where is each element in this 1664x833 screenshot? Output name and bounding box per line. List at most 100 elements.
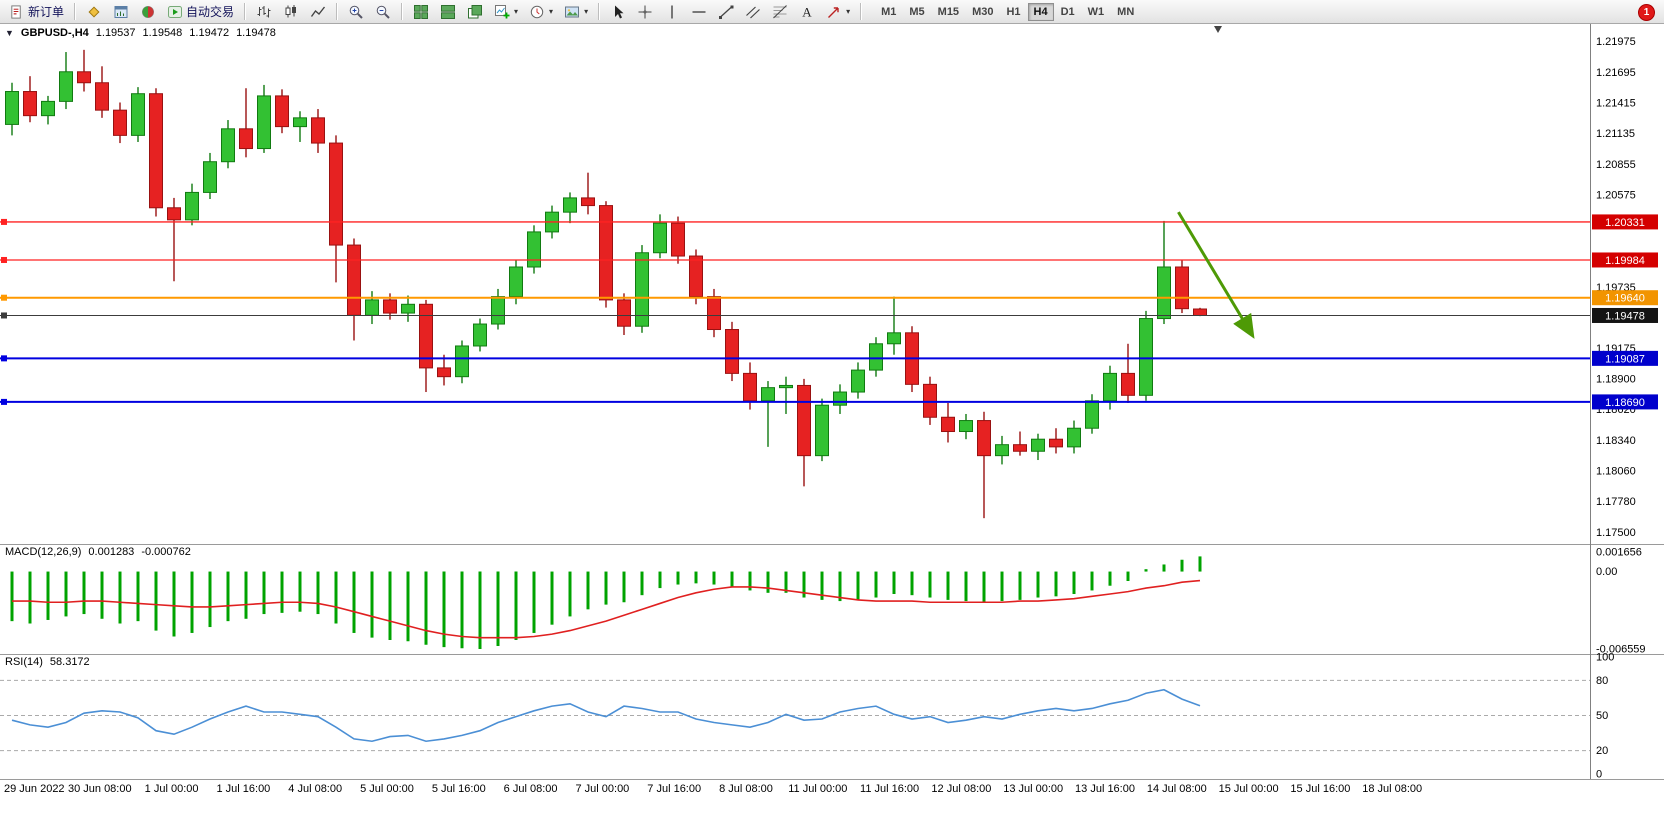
- candle-body: [131, 93, 145, 136]
- price-badge: [1592, 214, 1658, 230]
- chart-shift-marker[interactable]: [1214, 26, 1222, 33]
- trendline-button[interactable]: [713, 2, 738, 22]
- chevron-down-icon[interactable]: ▾: [549, 7, 554, 16]
- time-axis-label: 30 Jun 08:00: [68, 783, 132, 795]
- candle-body: [239, 128, 253, 150]
- candle-body: [833, 391, 847, 406]
- candle-body: [491, 296, 505, 325]
- zoom-out-icon: [374, 4, 391, 20]
- cursor-icon: [609, 4, 626, 20]
- candle-body: [419, 303, 433, 369]
- candle-body: [185, 191, 199, 221]
- tile-windows-button[interactable]: [408, 2, 433, 22]
- candle-body: [959, 420, 973, 433]
- macd-axis-label: 0.001656: [1596, 547, 1642, 559]
- candle-body: [5, 91, 19, 125]
- line-chart-button[interactable]: [305, 2, 330, 22]
- market-watch-button[interactable]: [81, 2, 106, 22]
- timeframe-h4[interactable]: H4: [1027, 2, 1054, 21]
- time-axis-label: 13 Jul 00:00: [1003, 783, 1063, 795]
- timeframe-d1[interactable]: D1: [1055, 3, 1081, 21]
- channel-button[interactable]: [740, 2, 765, 22]
- candle-body: [437, 367, 451, 378]
- rsi-axis-label: 0: [1596, 769, 1602, 781]
- text-button[interactable]: A: [794, 2, 819, 22]
- level-edge-marker: [1, 256, 7, 263]
- candle-body: [977, 420, 991, 457]
- price-badge-text: 1.19087: [1605, 353, 1645, 365]
- periods-button[interactable]: ▾: [524, 2, 557, 22]
- zoom-in-button[interactable]: [343, 2, 368, 22]
- timeframe-m15[interactable]: M15: [932, 3, 965, 21]
- fibonacci-icon: [771, 4, 788, 20]
- time-axis-label: 15 Jul 00:00: [1219, 783, 1279, 795]
- timeframe-m1[interactable]: M1: [875, 3, 902, 21]
- new-chart-icon: [493, 4, 510, 20]
- rsi-axis-label: 100: [1596, 652, 1614, 664]
- time-axis-label: 12 Jul 08:00: [931, 783, 991, 795]
- autotrading-button[interactable]: 自动交易: [162, 1, 238, 22]
- autotrading-icon: [166, 4, 183, 20]
- timeframe-m30[interactable]: M30: [966, 3, 999, 21]
- vertical-line-button[interactable]: [659, 2, 684, 22]
- price-badge: [1592, 252, 1658, 268]
- templates-button[interactable]: ▾: [559, 2, 592, 22]
- timeframe-w1[interactable]: W1: [1082, 3, 1111, 21]
- chevron-down-icon[interactable]: ▾: [514, 7, 519, 16]
- chart-region: 1.21975 1.21695 1.21415 1.21135 1.20855 1.205…: [0, 24, 1664, 833]
- candle-body: [401, 303, 415, 314]
- candle-body: [617, 299, 631, 327]
- candle-body: [59, 71, 73, 102]
- cursor-button[interactable]: [605, 2, 630, 22]
- candle-body: [23, 91, 37, 117]
- one-click-trading-toggle[interactable]: ▼: [5, 28, 14, 38]
- horizontal-line-button[interactable]: [686, 2, 711, 22]
- price-axis-label: 1.21415: [1596, 98, 1636, 110]
- price-axis-label: 1.21695: [1596, 67, 1636, 79]
- candle-body: [509, 266, 523, 298]
- time-axis-label: 11 Jul 16:00: [860, 783, 919, 795]
- tile-horizontal-button[interactable]: [435, 2, 460, 22]
- zoom-out-button[interactable]: [370, 2, 395, 22]
- candle-body: [77, 71, 91, 84]
- new-chart-button[interactable]: ▾: [489, 2, 522, 22]
- cascade-windows-button[interactable]: [462, 2, 487, 22]
- time-axis-label: 15 Jul 16:00: [1290, 783, 1350, 795]
- chevron-down-icon[interactable]: ▾: [846, 7, 851, 16]
- navigator-button[interactable]: [135, 2, 160, 22]
- time-axis-label: 18 Jul 08:00: [1362, 783, 1422, 795]
- rsi-axis-label: 80: [1596, 675, 1608, 687]
- timeframe-m5[interactable]: M5: [903, 3, 930, 21]
- data-window-icon: [112, 4, 129, 20]
- candle-body: [329, 142, 343, 246]
- candlestick-chart-icon: [282, 4, 299, 20]
- candle-body: [743, 372, 757, 402]
- bar-chart-button[interactable]: [251, 2, 276, 22]
- svg-text:A: A: [802, 4, 812, 19]
- macd-axis-label: 0.00: [1596, 566, 1617, 578]
- timeframe-mn[interactable]: MN: [1111, 3, 1140, 21]
- chevron-down-icon[interactable]: ▾: [584, 7, 589, 16]
- tile-windows-icon: [412, 4, 429, 20]
- chart-symbol-period: GBPUSD-,H4: [20, 27, 89, 39]
- arrows-button[interactable]: ▾: [821, 2, 854, 22]
- time-axis-label: 7 Jul 00:00: [575, 783, 629, 795]
- notification-badge[interactable]: 1: [1638, 4, 1655, 21]
- time-axis-label: 1 Jul 00:00: [145, 783, 199, 795]
- data-window-button[interactable]: [108, 2, 133, 22]
- toolbar-separator: [598, 3, 600, 20]
- candle-body: [1013, 444, 1027, 452]
- clock-icon: [528, 4, 545, 20]
- new-order-button[interactable]: 新订单: [4, 1, 68, 22]
- candlestick-chart-button[interactable]: [278, 2, 303, 22]
- price-badge-text: 1.19984: [1605, 255, 1645, 267]
- price-chart[interactable]: 1.21975 1.21695 1.21415 1.21135 1.20855 1.205…: [0, 24, 1664, 833]
- candle-body: [275, 95, 289, 128]
- candle-body: [797, 384, 811, 457]
- timeframe-h1[interactable]: H1: [1000, 3, 1026, 21]
- template-image-icon: [563, 4, 580, 20]
- trend-arrow-annotation[interactable]: [1177, 211, 1255, 339]
- crosshair-button[interactable]: [632, 2, 657, 22]
- fibonacci-button[interactable]: [767, 2, 792, 22]
- rsi-line: [11, 688, 1201, 743]
